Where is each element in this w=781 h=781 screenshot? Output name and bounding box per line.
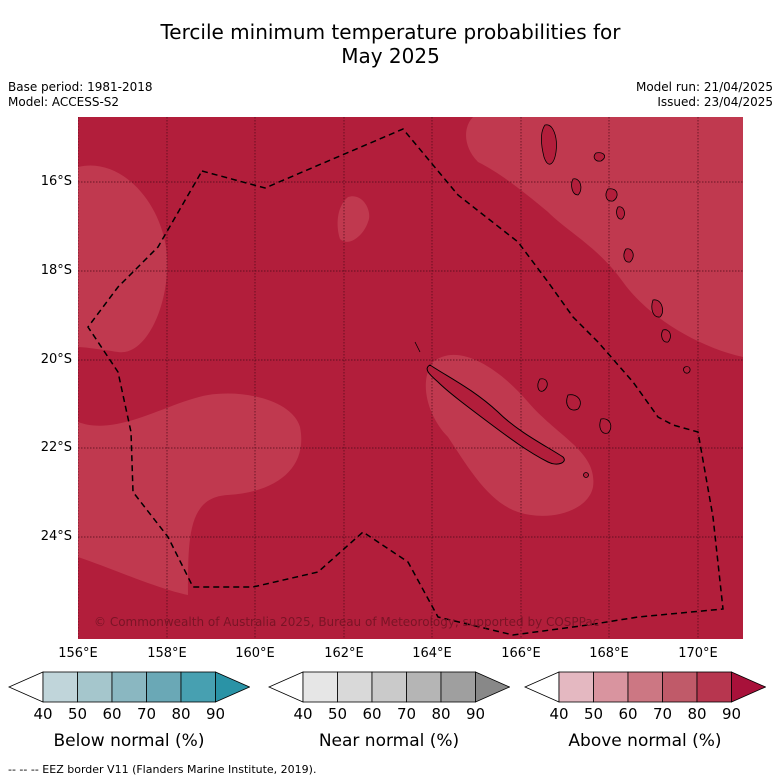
colorbar-below-normal-segment — [146, 671, 182, 703]
colorbar-below-normal-tick: 50 — [67, 705, 88, 723]
graticule — [78, 117, 743, 639]
lon-label-170e: 170°E — [678, 646, 718, 661]
colorbar-above-normal-tick: 70 — [652, 705, 673, 723]
colorbar-near-normal-tick: 40 — [293, 705, 313, 723]
colorbar-below-normal-segment — [77, 671, 113, 703]
lon-label-160e: 160°E — [235, 646, 275, 661]
map-title-line1: Tercile minimum temperature probabilitie… — [160, 20, 621, 44]
colorbar-near-normal — [268, 671, 510, 703]
loyalty-island-1 — [537, 378, 548, 392]
colorbar-near-normal-tick: 90 — [465, 705, 486, 723]
colorbar-below-normal-extend-low — [8, 671, 44, 703]
colorbar-title-below: Below normal (%) — [53, 731, 205, 751]
colorbar-near-normal-segments — [268, 671, 510, 703]
belep-islands — [414, 341, 421, 353]
lon-label-164e: 164°E — [412, 646, 452, 661]
colorbar-above-normal-tick: 80 — [687, 705, 707, 723]
above-normal-70-80-region-center — [337, 196, 370, 242]
colorbar-below-normal-segment — [111, 671, 147, 703]
lon-label-158e: 158°E — [147, 646, 187, 661]
model-run-label: Model run: 21/04/2025 — [635, 80, 773, 94]
copyright-text: © Commonwealth of Australia 2025, Bureau… — [94, 615, 599, 629]
lat-label-20s: 20°S — [40, 352, 72, 367]
colorbar-below-normal — [8, 671, 250, 703]
lon-label-168e: 168°E — [589, 646, 629, 661]
lon-label-166e: 166°E — [501, 646, 541, 661]
above-normal-70-80-region-north — [466, 117, 743, 357]
colorbar-above-normal-extend-high — [731, 671, 766, 703]
colorbar-above-normal-tick: 50 — [583, 705, 604, 723]
isle-of-pines — [583, 472, 589, 478]
lon-label-162e: 162°E — [324, 646, 364, 661]
colorbar-below-normal-tick: 70 — [136, 705, 157, 723]
colorbar-below-normal-tick: 90 — [205, 705, 226, 723]
colorbar-above-normal-segment — [696, 671, 732, 703]
colorbar-near-normal-extend-high — [475, 671, 510, 703]
vanuatu-islands — [541, 124, 691, 374]
colorbar-above-normal-segment — [627, 671, 663, 703]
loyalty-island-2 — [566, 394, 581, 411]
probability-map: © Commonwealth of Australia 2025, Bureau… — [78, 117, 743, 639]
colorbar-title-near: Near normal (%) — [318, 731, 460, 751]
colorbar-below-normal-segment — [42, 671, 78, 703]
colorbar-below-normal-tick: 80 — [171, 705, 191, 723]
colorbar-above-normal-segments — [524, 671, 766, 703]
colorbar-below-normal-tick: 40 — [33, 705, 53, 723]
lat-label-22s: 22°S — [40, 440, 72, 455]
map-title-line2: May 2025 — [341, 44, 440, 68]
meta-right: Model run: 21/04/2025 Issued: 23/04/2025 — [636, 80, 773, 110]
colorbar-below-normal-segments — [8, 671, 250, 703]
new-caledonia-island — [426, 364, 565, 465]
colorbar-below-normal-tick: 60 — [102, 705, 122, 723]
lon-label-156e: 156°E — [58, 646, 98, 661]
colorbar-near-normal-tick: 70 — [396, 705, 417, 723]
colorbar-above-normal — [524, 671, 766, 703]
lat-label-24s: 24°S — [40, 529, 72, 544]
colorbar-above-normal-extend-low — [524, 671, 560, 703]
colorbar-near-normal-extend-low — [268, 671, 304, 703]
colorbar-above-normal-segment — [558, 671, 594, 703]
colorbar-near-normal-segment — [371, 671, 407, 703]
above-normal-70-80-region-west — [78, 165, 168, 353]
colorbar-below-normal-segment — [180, 671, 216, 703]
colorbar-near-normal-segment — [440, 671, 476, 703]
lat-label-16s: 16°S — [40, 174, 72, 189]
issued-label: Issued: 23/04/2025 — [657, 95, 773, 109]
colorbar-near-normal-tick: 80 — [431, 705, 451, 723]
base-period-label: Base period: 1981-2018 — [8, 80, 153, 94]
eez-legend-footer: -- -- -- EEZ border V11 (Flanders Marine… — [8, 763, 317, 776]
colorbar-near-normal-segment — [302, 671, 338, 703]
colorbar-near-normal-segment — [406, 671, 442, 703]
colorbar-below-normal-extend-high — [215, 671, 250, 703]
colorbar-above-normal-segment — [662, 671, 698, 703]
model-label: Model: ACCESS-S2 — [8, 95, 120, 109]
colorbar-above-normal-tick: 60 — [618, 705, 638, 723]
lat-label-18s: 18°S — [40, 263, 72, 278]
meta-left: Base period: 1981-2018 Model: ACCESS-S2 — [8, 80, 153, 110]
colorbar-above-normal-tick: 40 — [549, 705, 569, 723]
colorbar-above-normal-tick: 90 — [721, 705, 742, 723]
colorbar-near-normal-segment — [337, 671, 373, 703]
above-normal-70-80-region-southwest — [78, 393, 302, 595]
colorbar-near-normal-tick: 60 — [362, 705, 382, 723]
colorbar-near-normal-tick: 50 — [327, 705, 348, 723]
colorbar-title-above: Above normal (%) — [568, 731, 722, 751]
colorbar-above-normal-segment — [593, 671, 629, 703]
loyalty-island-3 — [599, 418, 612, 434]
